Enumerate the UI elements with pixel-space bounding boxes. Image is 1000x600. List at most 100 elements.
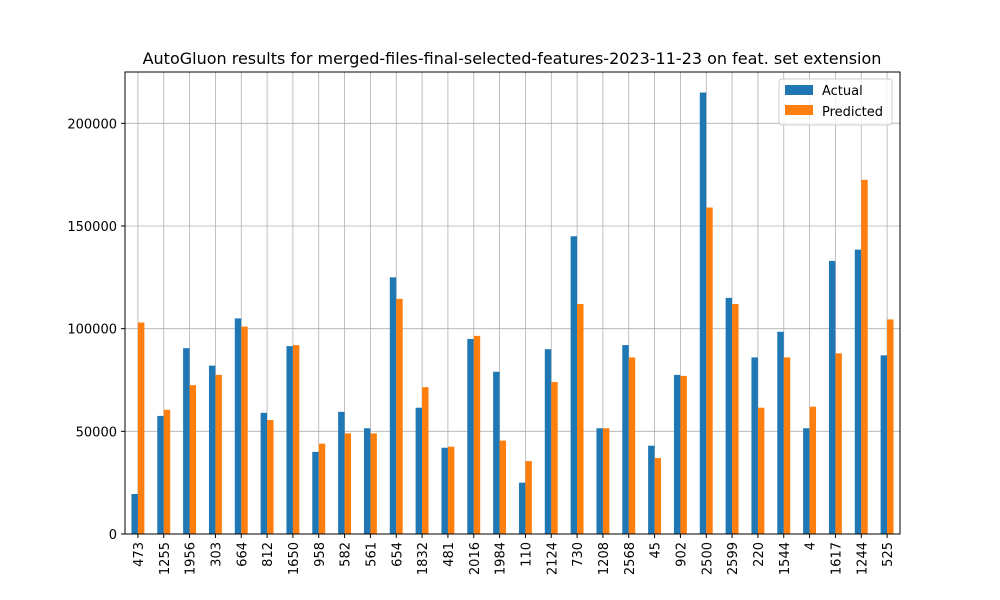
x-tick-label: 902	[674, 542, 689, 567]
bar-actual-1255	[157, 415, 164, 534]
bar-actual-1244	[854, 249, 862, 534]
x-tick-label: 1544	[778, 542, 793, 575]
bar-predicted-1956	[189, 385, 197, 534]
legend-label-predicted: Predicted	[822, 105, 883, 120]
x-tick-label: 525	[881, 542, 896, 567]
x-tick-label: 2599	[726, 542, 741, 575]
bar-actual-664	[234, 318, 242, 534]
axes-layer: 0 50000 100000 150000 200000 473 1255 1956 303 66…	[67, 71, 901, 575]
legend: Actual Predicted	[778, 78, 893, 126]
x-tick-label: 303	[209, 542, 224, 567]
bar-predicted-654	[396, 298, 403, 534]
bar-predicted-561	[370, 433, 377, 534]
bar-predicted-2016	[473, 335, 481, 534]
bar-predicted-1650	[292, 345, 300, 534]
bar-predicted-1617	[835, 353, 842, 534]
x-tick-label: 958	[313, 542, 328, 567]
bar-actual-2016	[467, 338, 474, 534]
x-tick-label: 110	[519, 542, 534, 567]
bar-actual-812	[260, 412, 268, 534]
y-tick-label: 50000	[76, 425, 117, 440]
x-tick-label: 2016	[468, 542, 483, 575]
bar-actual-2599	[725, 297, 733, 534]
x-tick-label: 654	[390, 542, 405, 567]
bar-predicted-2500	[706, 207, 713, 534]
bar-actual-2124	[544, 349, 552, 534]
x-tick-label: 2568	[623, 542, 638, 575]
bar-predicted-473	[137, 322, 145, 534]
x-tick-label: 1617	[829, 542, 844, 575]
y-tick-label: 0	[109, 528, 117, 543]
bars-layer	[131, 92, 894, 535]
bar-predicted-1832	[422, 387, 429, 534]
bar-predicted-303	[215, 374, 222, 534]
bar-predicted-45	[654, 458, 662, 534]
bar-actual-1956	[183, 348, 190, 534]
bar-actual-1544	[777, 331, 784, 534]
x-tick-label: 473	[132, 542, 147, 567]
y-tick-label: 150000	[67, 220, 117, 235]
bar-predicted-2568	[628, 357, 636, 534]
x-tick-label: 1244	[855, 542, 870, 575]
bar-actual-303	[208, 365, 216, 534]
x-tick-label: 1650	[287, 542, 302, 575]
legend-swatch-predicted	[785, 105, 813, 115]
bar-predicted-582	[344, 433, 352, 534]
bar-predicted-1255	[163, 409, 171, 534]
y-tick-label: 100000	[67, 323, 117, 338]
y-tick-label: 200000	[67, 117, 117, 132]
bar-actual-561	[363, 428, 371, 534]
bar-actual-1650	[286, 346, 293, 534]
bar-predicted-902	[680, 375, 687, 534]
bar-actual-4	[803, 428, 810, 534]
x-tick-label: 812	[261, 542, 276, 567]
x-tick-label: 582	[339, 542, 354, 567]
bar-actual-2568	[622, 345, 629, 534]
bar-actual-525	[880, 355, 888, 534]
bar-actual-481	[441, 447, 448, 534]
x-tick-label: 730	[571, 542, 586, 567]
x-tick-label: 4	[804, 542, 819, 550]
x-tick-label: 45	[649, 542, 664, 559]
bar-actual-582	[338, 411, 345, 534]
bar-actual-1208	[596, 428, 603, 534]
x-tick-label: 481	[442, 542, 457, 567]
x-tick-label: 220	[752, 542, 767, 567]
x-tick-label: 1956	[184, 542, 199, 575]
bar-actual-110	[518, 482, 526, 534]
bar-predicted-2124	[551, 382, 558, 534]
bar-actual-654	[389, 277, 397, 534]
x-tick-label: 2500	[700, 542, 715, 575]
bar-predicted-730	[577, 304, 584, 534]
bar-predicted-481	[447, 446, 455, 534]
bar-predicted-4	[809, 406, 817, 534]
bar-actual-473	[131, 493, 138, 534]
bar-predicted-220	[757, 407, 765, 534]
x-tick-label: 1255	[158, 542, 173, 575]
bar-predicted-1208	[602, 428, 610, 534]
bar-actual-730	[570, 236, 578, 534]
bar-actual-2500	[699, 92, 707, 535]
x-tick-label: 664	[235, 542, 250, 567]
legend-label-actual: Actual	[822, 84, 863, 99]
x-tick-label: 1984	[494, 542, 509, 575]
bar-predicted-525	[887, 319, 894, 534]
plot-frame	[124, 71, 901, 535]
bar-predicted-664	[241, 326, 248, 534]
bar-predicted-1544	[783, 357, 791, 534]
bar-actual-220	[751, 357, 758, 534]
bar-predicted-958	[318, 443, 326, 534]
x-tick-label: 561	[364, 542, 379, 567]
bar-actual-1617	[828, 260, 836, 534]
bar-actual-902	[673, 374, 681, 534]
bar-predicted-1984	[499, 440, 507, 534]
bar-actual-45	[648, 445, 655, 534]
bar-actual-1984	[493, 371, 500, 534]
x-tick-label: 1208	[597, 542, 612, 575]
chart-title: AutoGluon results for merged-files-final…	[143, 49, 882, 68]
bar-predicted-2599	[732, 304, 739, 534]
bar-predicted-110	[525, 461, 532, 534]
x-tick-label: 2124	[545, 542, 560, 575]
